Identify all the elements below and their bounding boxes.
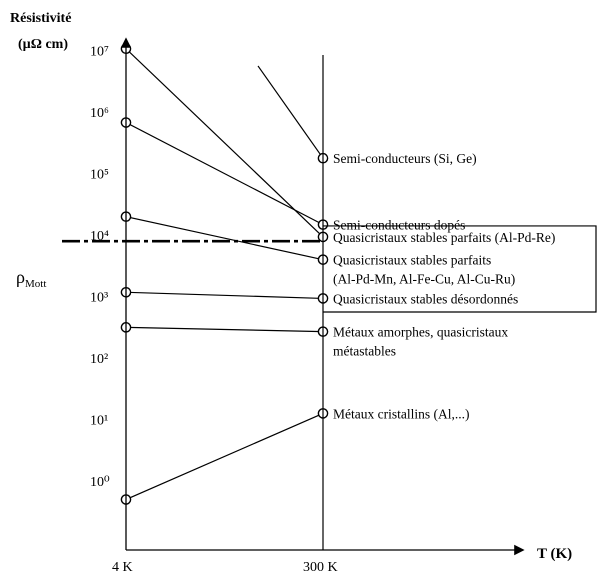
series-line-4 bbox=[125, 291, 324, 300]
series-label-line2-5: métastables bbox=[333, 344, 396, 359]
series-label-4: Quasicristaux stables désordonnés bbox=[333, 291, 518, 306]
x-axis-label: T (K) bbox=[537, 546, 572, 562]
series-line-3 bbox=[125, 216, 324, 261]
series-label-3: Quasicristaux stables parfaits bbox=[333, 253, 491, 268]
series-label-5: Métaux amorphes, quasicristaux bbox=[333, 325, 508, 340]
y-tick-label-1: 10¹ bbox=[90, 414, 108, 429]
series-label-1: Semi-conducteurs dopés bbox=[333, 218, 465, 233]
series-markers bbox=[120, 43, 329, 505]
rho-mott-label: ρMott bbox=[16, 267, 46, 290]
y-tick-label-2: 10² bbox=[90, 352, 108, 367]
series-line-6 bbox=[125, 412, 324, 501]
y-tick-label-5: 10⁵ bbox=[90, 168, 109, 183]
y-tick-label-7: 10⁷ bbox=[90, 45, 109, 60]
y-tick-label-3: 10³ bbox=[90, 291, 108, 306]
series-lines bbox=[125, 48, 324, 501]
x-tick-label-4k: 4 K bbox=[112, 560, 133, 573]
series-labels: Semi-conducteurs (Si, Ge) Semi-conducteur… bbox=[333, 151, 555, 421]
y-tick-label-6: 10⁶ bbox=[90, 106, 109, 121]
series-label-2: Quasicristaux stables parfaits (Al-Pd-Re… bbox=[333, 230, 555, 245]
quasicrystal-bracket bbox=[323, 225, 597, 313]
y-axis-label-line2: (µΩ cm) bbox=[18, 37, 68, 52]
series-label-0: Semi-conducteurs (Si, Ge) bbox=[333, 151, 477, 166]
series-line-5 bbox=[125, 326, 324, 333]
y-axis-label-line1: Résistivité bbox=[10, 11, 71, 26]
series-label-line2-3: (Al-Pd-Mn, Al-Fe-Cu, Al-Cu-Ru) bbox=[333, 272, 515, 287]
x-tick-label-300k: 300 K bbox=[303, 560, 338, 573]
y-tick-label-0: 10⁰ bbox=[90, 475, 110, 490]
series-label-6: Métaux cristallins (Al,...) bbox=[333, 406, 469, 421]
series-line-1 bbox=[125, 121, 324, 226]
series-line-2 bbox=[125, 48, 324, 238]
series-line-0 bbox=[257, 65, 324, 159]
